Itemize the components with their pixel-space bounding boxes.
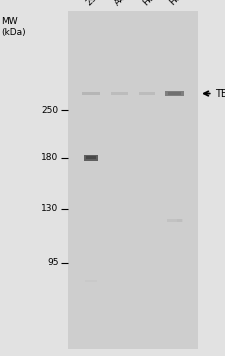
Bar [86, 156, 96, 159]
Text: HeLa: HeLa [141, 0, 163, 7]
Text: HepG2: HepG2 [168, 0, 196, 7]
Bar [85, 280, 97, 282]
Text: 293T: 293T [85, 0, 107, 7]
Text: 130: 130 [41, 204, 58, 213]
Bar [84, 155, 98, 161]
Bar [111, 92, 128, 95]
Bar [168, 92, 181, 95]
Bar [165, 91, 184, 96]
Bar [68, 11, 198, 349]
Text: 95: 95 [47, 258, 58, 267]
Text: 180: 180 [41, 153, 58, 162]
Text: TET1: TET1 [215, 89, 225, 99]
Text: A431: A431 [113, 0, 136, 7]
Text: 250: 250 [41, 106, 58, 115]
Bar [177, 219, 183, 221]
Text: MW
(kDa): MW (kDa) [1, 17, 26, 37]
Bar [167, 219, 182, 222]
Bar [139, 92, 155, 95]
Bar [82, 92, 100, 95]
